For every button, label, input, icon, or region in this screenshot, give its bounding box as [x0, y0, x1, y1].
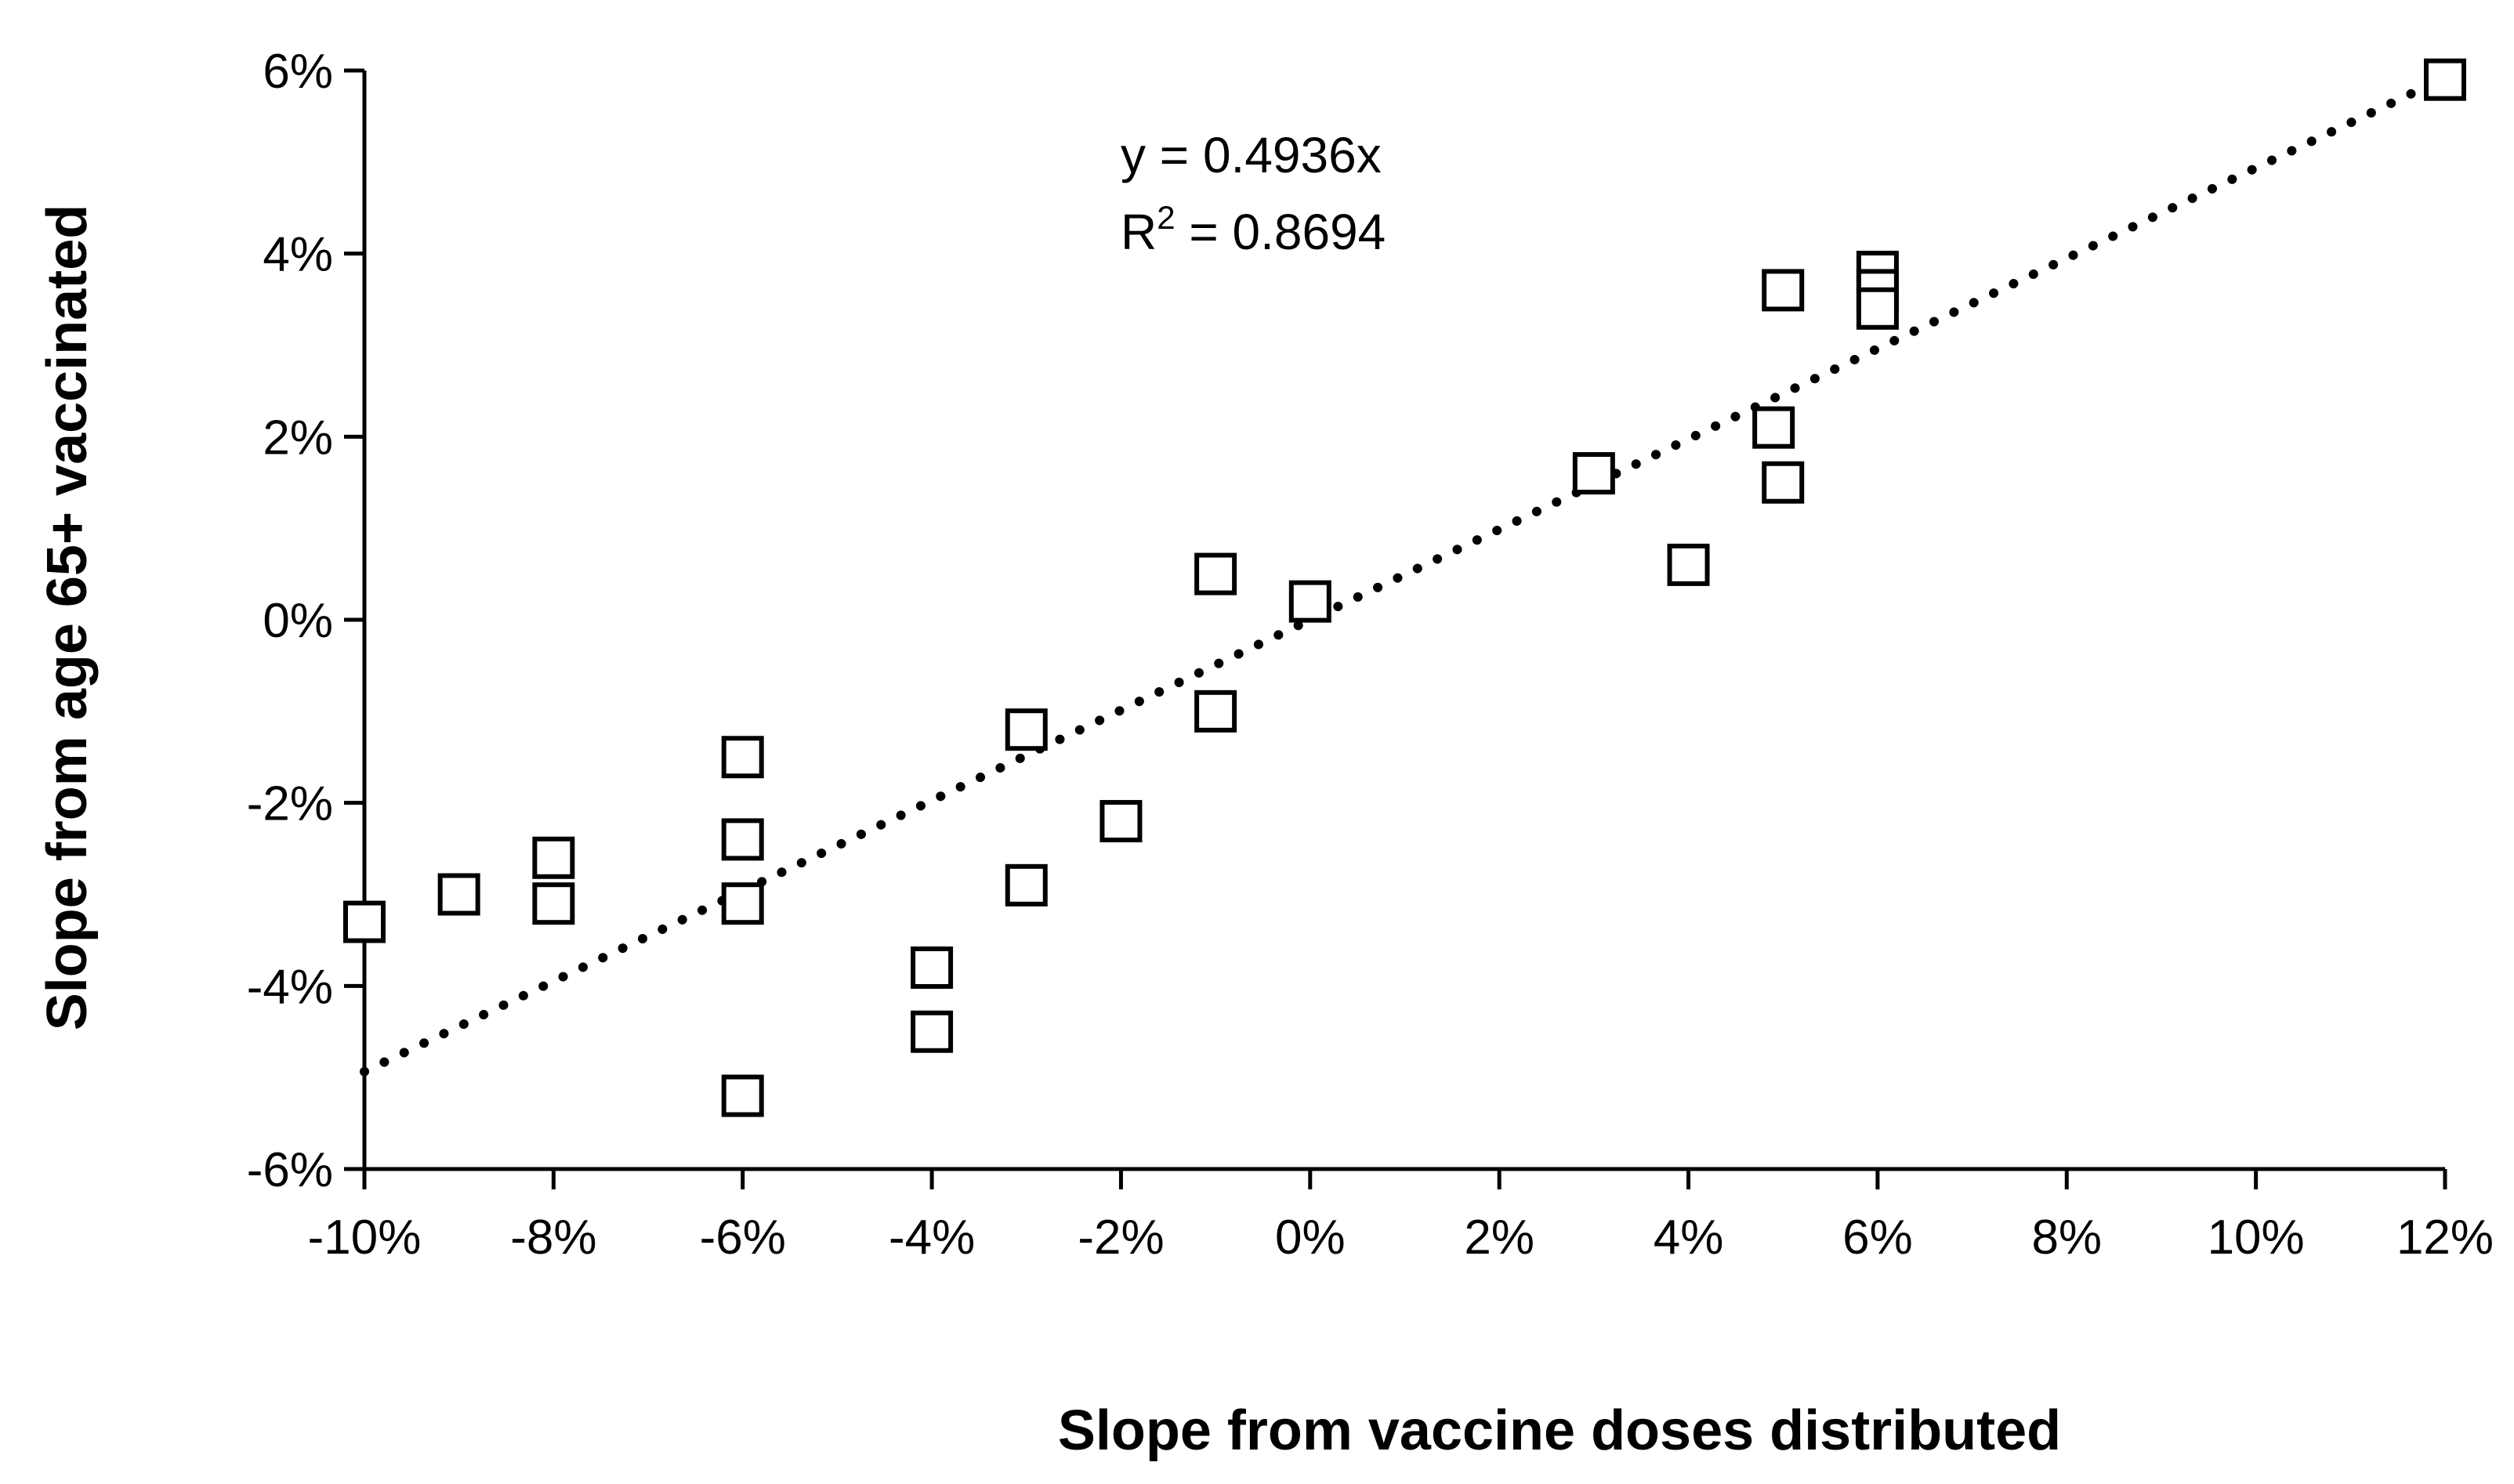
x-tick-label: 6%: [1842, 1211, 1913, 1265]
data-point-marker: [1856, 287, 1899, 330]
x-tick-label: -6%: [700, 1211, 786, 1265]
equation-label: y = 0.4936x: [1121, 127, 1382, 183]
data-point-marker: [1005, 708, 1048, 751]
trendline-path: [360, 72, 2450, 1077]
x-tick-label: 2%: [1464, 1211, 1534, 1265]
x-tick-label: -2%: [1078, 1211, 1164, 1265]
data-point-marker: [1762, 269, 1805, 312]
y-tick-label: 6%: [263, 45, 333, 99]
data-point-marker: [437, 873, 480, 916]
axes: [362, 71, 2445, 1171]
data-point-marker: [1194, 690, 1237, 733]
data-point-marker: [721, 818, 764, 861]
x-tick-label: 12%: [2396, 1211, 2494, 1265]
x-tick-label: -10%: [308, 1211, 422, 1265]
x-tick-label: 4%: [1654, 1211, 1724, 1265]
x-tick-label: 10%: [2208, 1211, 2305, 1265]
data-points: [343, 58, 2466, 1117]
data-point-marker: [1288, 580, 1331, 623]
data-point-marker: [1005, 863, 1048, 907]
y-tick-label: -4%: [247, 960, 333, 1014]
data-point-marker: [1099, 800, 1143, 843]
x-axis-ticks: -10% -8% -6% -4% -2% 0% 2% 4% 6% 8% 10% 12%: [308, 1169, 2494, 1265]
y-tick-label: 0%: [263, 594, 333, 648]
data-point-marker: [532, 836, 575, 879]
r-squared-label: R2 = 0.8694: [1121, 199, 1386, 260]
y-tick-label: 2%: [263, 411, 333, 465]
y-tick-label: -2%: [247, 777, 333, 831]
data-point-marker: [343, 900, 386, 943]
y-tick-label: 4%: [263, 228, 333, 282]
data-point-marker: [2424, 58, 2466, 101]
data-point-marker: [1752, 406, 1795, 449]
y-axis-title: Slope from age 65+ vaccinated: [36, 205, 99, 1030]
y-axis-ticks: 6% 4% 2% 0% -2% -4% -6%: [247, 45, 364, 1197]
data-point-marker: [721, 1074, 764, 1117]
x-tick-label: -4%: [889, 1211, 975, 1265]
x-tick-label: -8%: [510, 1211, 596, 1265]
data-point-marker: [911, 946, 954, 989]
x-tick-label: 8%: [2031, 1211, 2102, 1265]
data-point-marker: [721, 736, 764, 779]
y-tick-label: -6%: [247, 1143, 333, 1197]
data-point-marker: [1194, 552, 1237, 595]
data-point-marker: [1762, 461, 1805, 504]
r-squared-superscript: 2: [1157, 199, 1175, 236]
data-point-marker: [532, 882, 575, 925]
data-point-marker: [1667, 543, 1710, 586]
data-point-marker: [911, 1010, 954, 1053]
data-point-marker: [1572, 452, 1615, 495]
r-squared-value: = 0.8694: [1175, 204, 1386, 260]
trendline: [360, 72, 2450, 1077]
r-squared-prefix: R: [1121, 204, 1157, 260]
x-tick-label: 0%: [1275, 1211, 1346, 1265]
data-point-marker: [721, 882, 764, 925]
x-axis-title: Slope from vaccine doses distributed: [1058, 1399, 2061, 1462]
